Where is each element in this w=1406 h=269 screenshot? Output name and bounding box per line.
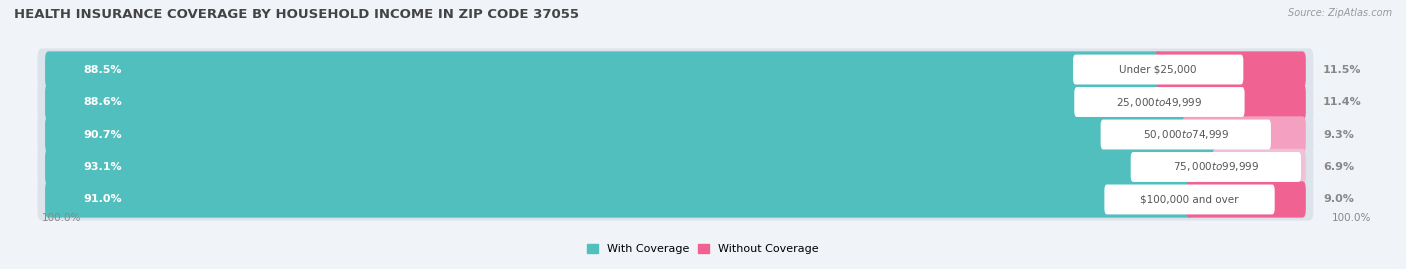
- FancyBboxPatch shape: [38, 178, 1313, 221]
- Text: 6.9%: 6.9%: [1323, 162, 1354, 172]
- FancyBboxPatch shape: [45, 51, 1161, 88]
- Text: 93.1%: 93.1%: [83, 162, 121, 172]
- Text: 11.5%: 11.5%: [1323, 65, 1361, 75]
- FancyBboxPatch shape: [45, 116, 1189, 153]
- Text: 9.3%: 9.3%: [1323, 129, 1354, 140]
- FancyBboxPatch shape: [45, 84, 1163, 120]
- FancyBboxPatch shape: [1101, 119, 1271, 150]
- FancyBboxPatch shape: [1073, 55, 1243, 84]
- FancyBboxPatch shape: [38, 48, 1313, 91]
- Text: HEALTH INSURANCE COVERAGE BY HOUSEHOLD INCOME IN ZIP CODE 37055: HEALTH INSURANCE COVERAGE BY HOUSEHOLD I…: [14, 8, 579, 21]
- Text: 88.5%: 88.5%: [83, 65, 121, 75]
- FancyBboxPatch shape: [38, 146, 1313, 188]
- FancyBboxPatch shape: [1104, 185, 1275, 214]
- Text: 100.0%: 100.0%: [1331, 213, 1371, 223]
- Legend: With Coverage, Without Coverage: With Coverage, Without Coverage: [582, 239, 824, 259]
- FancyBboxPatch shape: [1130, 152, 1301, 182]
- Text: 88.6%: 88.6%: [83, 97, 122, 107]
- Text: 100.0%: 100.0%: [42, 213, 82, 223]
- FancyBboxPatch shape: [45, 116, 1306, 153]
- Text: $25,000 to $49,999: $25,000 to $49,999: [1116, 95, 1202, 108]
- FancyBboxPatch shape: [1154, 51, 1306, 88]
- FancyBboxPatch shape: [38, 81, 1313, 123]
- FancyBboxPatch shape: [45, 51, 1306, 88]
- FancyBboxPatch shape: [1212, 149, 1306, 185]
- FancyBboxPatch shape: [1074, 87, 1244, 117]
- FancyBboxPatch shape: [45, 181, 1306, 218]
- Text: $100,000 and over: $100,000 and over: [1140, 194, 1239, 204]
- FancyBboxPatch shape: [1156, 84, 1306, 120]
- FancyBboxPatch shape: [45, 84, 1306, 120]
- Text: 11.4%: 11.4%: [1323, 97, 1362, 107]
- Text: $50,000 to $74,999: $50,000 to $74,999: [1143, 128, 1229, 141]
- FancyBboxPatch shape: [1182, 116, 1306, 153]
- FancyBboxPatch shape: [45, 149, 1306, 185]
- Text: Under $25,000: Under $25,000: [1119, 65, 1197, 75]
- FancyBboxPatch shape: [1187, 181, 1306, 218]
- Text: 9.0%: 9.0%: [1323, 194, 1354, 204]
- Text: $75,000 to $99,999: $75,000 to $99,999: [1173, 161, 1258, 174]
- FancyBboxPatch shape: [45, 149, 1219, 185]
- Text: 90.7%: 90.7%: [83, 129, 121, 140]
- FancyBboxPatch shape: [45, 181, 1192, 218]
- FancyBboxPatch shape: [38, 114, 1313, 155]
- Text: Source: ZipAtlas.com: Source: ZipAtlas.com: [1288, 8, 1392, 18]
- Text: 91.0%: 91.0%: [83, 194, 121, 204]
